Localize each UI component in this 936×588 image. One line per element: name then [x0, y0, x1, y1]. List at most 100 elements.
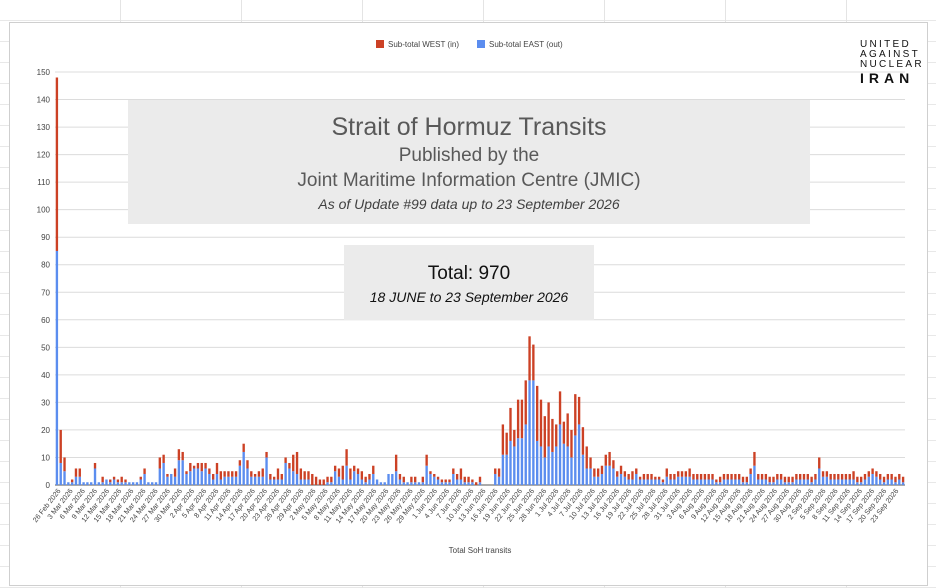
bar-east: [612, 468, 615, 485]
bar-west: [886, 473, 890, 480]
bar-west: [467, 476, 470, 483]
bar-west: [353, 465, 356, 472]
bar-east: [212, 479, 215, 485]
bar-west: [219, 471, 222, 480]
bar-west: [227, 471, 230, 477]
bar-west: [307, 471, 310, 480]
y-tick-label: 70: [41, 288, 50, 297]
bar-west: [863, 473, 867, 480]
bar-west: [776, 473, 779, 480]
bar-east: [391, 473, 394, 485]
bar-east: [562, 443, 566, 485]
bar-west: [764, 473, 768, 480]
bar-west: [394, 454, 398, 472]
bar-east: [204, 468, 207, 485]
bar-east: [886, 479, 890, 485]
bar-east: [90, 482, 93, 485]
bar-west: [688, 468, 691, 477]
bar-east: [250, 476, 253, 485]
bar-east: [158, 468, 162, 485]
bar-west: [898, 473, 901, 480]
bar-west: [859, 476, 863, 483]
y-tick-label: 30: [41, 398, 50, 407]
bar-west: [345, 449, 348, 466]
bar-east: [871, 473, 874, 485]
bar-east: [859, 482, 863, 485]
y-tick-label: 80: [41, 261, 50, 270]
bar-east: [151, 482, 154, 485]
bar-west: [276, 468, 280, 480]
y-tick-label: 10: [41, 453, 50, 462]
bar-west: [890, 473, 893, 480]
bar-east: [55, 250, 59, 485]
bar-west: [821, 471, 825, 477]
bar-east: [463, 482, 466, 485]
bar-west: [448, 479, 451, 483]
bar-east: [867, 476, 870, 485]
bar-west: [650, 473, 653, 480]
bar-east: [879, 479, 882, 485]
bar-east: [105, 479, 108, 485]
bar-west: [280, 473, 283, 480]
bar-east: [543, 457, 546, 485]
bar-east: [566, 446, 569, 485]
bar-west: [798, 473, 802, 480]
bar-west: [200, 462, 203, 472]
bar-west: [112, 476, 116, 480]
bar-east: [170, 473, 173, 485]
bar-west: [341, 465, 344, 480]
bar-west: [848, 473, 851, 480]
y-tick-label: 40: [41, 371, 50, 380]
bar-west: [677, 471, 680, 477]
bar-east: [593, 476, 596, 485]
bar-west: [257, 471, 261, 477]
bar-east: [154, 482, 158, 485]
bar-west: [585, 446, 588, 469]
bar-east: [452, 473, 455, 485]
bar-east: [101, 482, 104, 485]
bar-east: [379, 482, 383, 485]
bar-east: [741, 482, 745, 485]
bar-west: [501, 424, 505, 455]
bar-east: [585, 468, 588, 485]
bar-west: [471, 479, 474, 483]
bar-west: [444, 479, 447, 483]
bar-east: [356, 473, 360, 485]
bar-east: [360, 479, 364, 485]
bar-west: [272, 476, 276, 480]
y-tick-label: 110: [37, 178, 50, 187]
y-tick-label: 150: [37, 68, 51, 77]
bar-west: [318, 479, 322, 485]
bar-west: [787, 476, 790, 483]
bar-east: [863, 479, 867, 485]
bar-east: [402, 482, 405, 485]
y-tick-label: 50: [41, 343, 50, 352]
bar-west: [802, 473, 806, 480]
bar-east: [333, 471, 337, 485]
bar-west: [101, 476, 104, 483]
bar-west: [589, 457, 592, 469]
bar-east: [223, 476, 226, 485]
title-box: Strait of Hormuz Transits Published by t…: [128, 100, 810, 224]
bar-east: [215, 473, 219, 485]
bar-west: [532, 344, 535, 381]
bar-east: [657, 479, 661, 485]
total-box: Total: 970 18 JUNE to 23 September 2026: [344, 245, 594, 320]
bar-west: [223, 471, 226, 477]
bar-west: [741, 476, 745, 483]
bar-east: [97, 482, 101, 485]
y-tick-label: 130: [37, 123, 51, 132]
bar-east: [284, 462, 287, 485]
bar-east: [246, 468, 249, 485]
bar-west: [173, 468, 177, 477]
bar-west: [901, 476, 905, 483]
bar-west: [120, 476, 123, 483]
bar-west: [322, 479, 325, 485]
bar-east: [616, 476, 619, 485]
bar-west: [181, 451, 184, 461]
bar-west: [680, 471, 684, 477]
logo-line-2: AGAINST: [860, 49, 920, 60]
bar-west: [410, 476, 413, 483]
bar-west: [192, 465, 196, 469]
y-tick-label: 140: [37, 96, 51, 105]
